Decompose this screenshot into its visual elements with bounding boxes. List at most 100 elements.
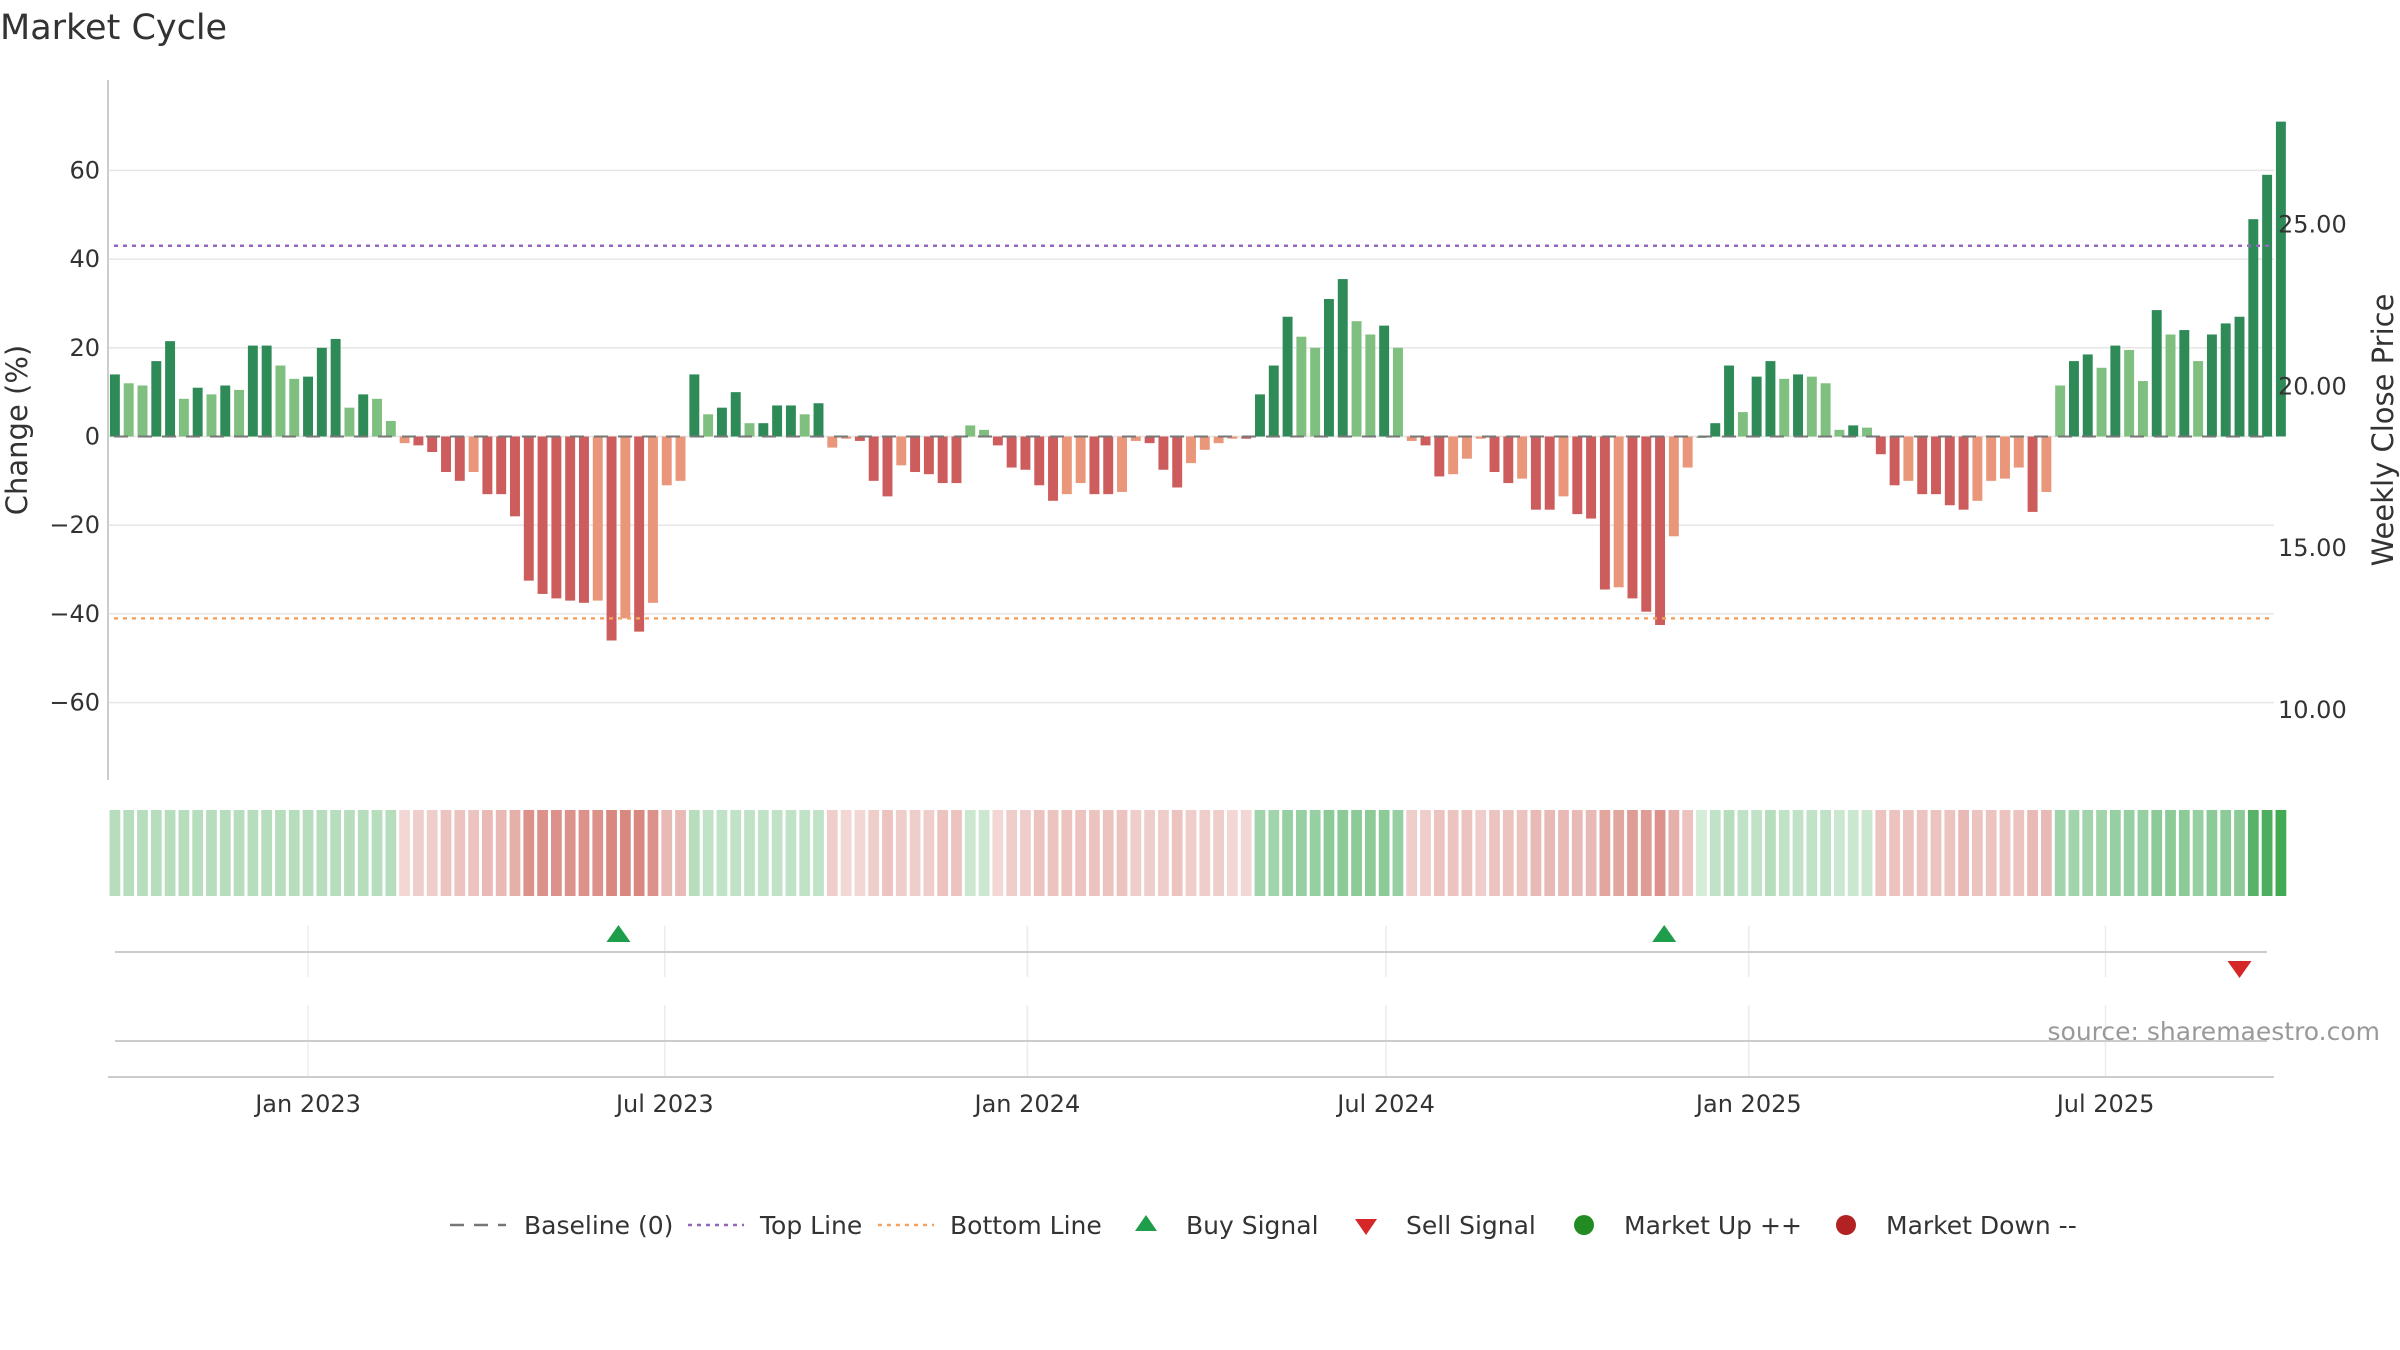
- change-bar: [2193, 361, 2204, 437]
- cycle-strip-cell: [1378, 810, 1390, 896]
- y-tick-label: −60: [49, 689, 100, 717]
- change-bar: [772, 405, 783, 437]
- cycle-strip-cell: [537, 810, 548, 896]
- legend-item: Baseline (0): [450, 1211, 673, 1240]
- cycle-strip-cell: [1171, 810, 1183, 896]
- change-bar: [2206, 334, 2217, 437]
- change-bar: [413, 436, 424, 446]
- cycle-strip-cell: [1392, 810, 1404, 896]
- cycle-strip-cell: [1972, 810, 1983, 896]
- cycle-strip-cell: [509, 810, 521, 896]
- change-bar: [2096, 367, 2107, 437]
- change-bar: [2275, 121, 2286, 437]
- cycle-strip-cell: [2220, 810, 2232, 896]
- change-bar: [1213, 436, 1224, 444]
- cycle-strip-cell: [771, 810, 783, 896]
- change-bar: [1448, 436, 1459, 475]
- cycle-strip-cell: [1999, 810, 2011, 896]
- change-bar: [2027, 436, 2038, 512]
- change-bar: [1296, 336, 1307, 437]
- y2-tick-label: 20.00: [2278, 372, 2347, 400]
- chart-title: Market Cycle: [0, 8, 227, 48]
- change-bar: [1986, 436, 1997, 481]
- cycle-strip-cell: [1627, 810, 1638, 896]
- change-bar: [854, 436, 865, 441]
- change-bar: [303, 376, 314, 437]
- y2-axis-ticks: 25.00 20.00 15.00 10.00: [2278, 210, 2347, 724]
- cycle-strip-cell: [1709, 810, 1721, 896]
- change-bar: [1337, 279, 1348, 437]
- cycle-strip-cell: [1130, 810, 1142, 896]
- change-bar: [1434, 436, 1445, 477]
- change-bar: [1530, 436, 1541, 510]
- cycle-strip-cell: [2137, 810, 2149, 896]
- cycle-strip-cell: [2027, 810, 2038, 896]
- change-bar: [1268, 365, 1279, 437]
- cycle-strip-cell: [357, 810, 369, 896]
- change-bar: [1420, 436, 1431, 446]
- change-bar: [703, 414, 714, 437]
- change-bar: [1737, 412, 1748, 437]
- cycle-strip-cell: [1530, 810, 1542, 896]
- change-bar: [2248, 219, 2259, 437]
- change-bar: [1172, 436, 1183, 488]
- cycle-strip-cell: [909, 810, 921, 896]
- legend-label: Market Up ++: [1624, 1211, 1802, 1240]
- change-bar: [1820, 383, 1831, 437]
- cycle-strip-cell: [1102, 810, 1114, 896]
- change-bar: [247, 345, 258, 437]
- cycle-strip-cell: [164, 810, 176, 896]
- cycle-strip-cell: [1268, 810, 1280, 896]
- y-axis-title: Change (%): [0, 345, 34, 515]
- change-bar: [827, 436, 838, 448]
- change-bar: [2068, 361, 2079, 437]
- legend-symbol-circle: [1574, 1215, 1594, 1235]
- x-axis-ticks: Jan 2023 Jul 2023 Jan 2024 Jul 2024 Jan 2025…: [253, 1090, 2154, 1118]
- change-bar: [606, 436, 617, 641]
- cycle-strip-cell: [1820, 810, 1831, 896]
- change-bar: [1558, 436, 1569, 497]
- cycle-strip-cell: [2206, 810, 2218, 896]
- cycle-strip-cell: [592, 810, 604, 896]
- cycle-strip-cell: [1903, 810, 1914, 896]
- change-bar: [151, 361, 162, 437]
- change-bar: [813, 403, 824, 437]
- cycle-strip-cell: [150, 810, 162, 896]
- change-bar: [1351, 321, 1362, 437]
- cycle-strip-cell: [2234, 810, 2245, 896]
- cycle-strip-cell: [1765, 810, 1776, 896]
- cycle-strip-cell: [1020, 810, 1031, 896]
- legend-label: Buy Signal: [1186, 1211, 1319, 1240]
- cycle-strip-cell: [661, 810, 673, 896]
- change-bar: [1255, 394, 1265, 437]
- cycle-strip-cell: [716, 810, 728, 896]
- change-bar: [1048, 436, 1058, 501]
- cycle-strip-cell: [1295, 810, 1307, 896]
- change-bar: [716, 407, 727, 437]
- cycle-strip-cell: [1944, 810, 1956, 896]
- cycle-strip-cell: [1516, 810, 1528, 896]
- change-bar: [1875, 436, 1886, 455]
- change-bar: [1034, 436, 1045, 486]
- cycle-strip-cell: [2123, 810, 2135, 896]
- cycle-strip-cell: [1240, 810, 1252, 896]
- change-bar: [2055, 385, 2066, 437]
- cycle-strip-cell: [468, 810, 479, 896]
- change-bar: [841, 436, 852, 439]
- cycle-strip-cell: [2109, 810, 2121, 896]
- change-bar: [1751, 376, 1762, 437]
- change-bar: [1572, 436, 1583, 515]
- cycle-strip-cell: [868, 810, 880, 896]
- cycle-strip-cell: [937, 810, 949, 896]
- change-bar: [1682, 436, 1693, 468]
- change-bar: [1241, 436, 1252, 439]
- change-bar: [2220, 323, 2231, 437]
- change-bar: [1806, 376, 1817, 437]
- change-bar: [1158, 436, 1169, 470]
- change-bar: [923, 436, 934, 475]
- y-tick-label: −20: [49, 511, 100, 539]
- cycle-strip-cell: [826, 810, 838, 896]
- change-bar: [2041, 436, 2052, 492]
- change-bar: [1475, 436, 1486, 439]
- change-bar: [358, 394, 369, 437]
